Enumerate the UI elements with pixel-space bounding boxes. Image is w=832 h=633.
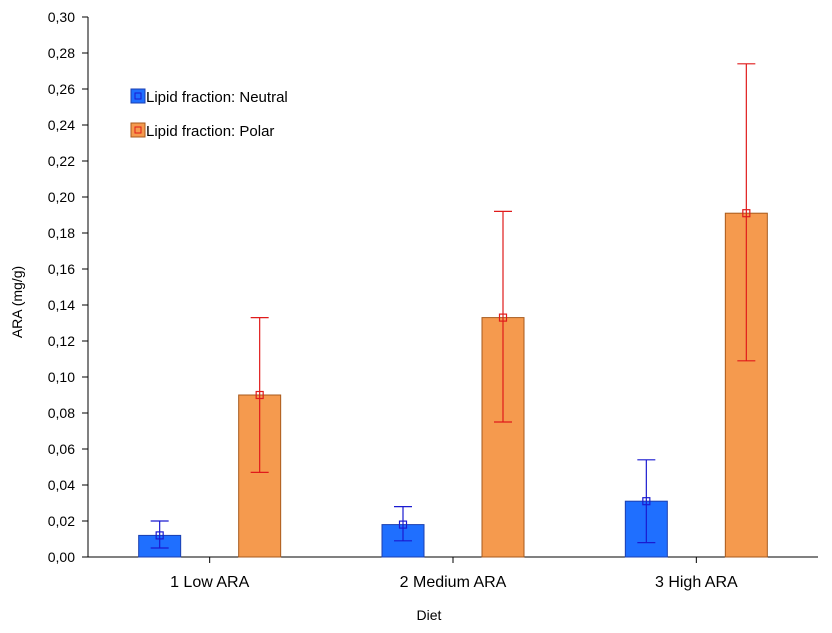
legend-swatch-neutral bbox=[130, 88, 146, 104]
mean-marker bbox=[155, 531, 164, 540]
mean-marker bbox=[398, 520, 408, 529]
x-tick-label: 2 Medium ARA bbox=[400, 574, 507, 591]
legend-swatch-polar bbox=[130, 122, 146, 138]
x-tick-label: 3 High ARA bbox=[655, 574, 738, 591]
x-axis-title: Diet bbox=[417, 607, 442, 623]
y-tick-label: 0,22 bbox=[48, 153, 75, 169]
mean-marker bbox=[642, 497, 651, 506]
legend-label: Lipid fraction: Polar bbox=[146, 123, 274, 140]
y-tick-label: 0,00 bbox=[48, 549, 75, 565]
legend-marker-icon bbox=[134, 92, 142, 100]
y-tick-label: 0,08 bbox=[48, 405, 75, 421]
y-tick-label: 0,10 bbox=[48, 369, 75, 385]
y-tick-label: 0,04 bbox=[48, 477, 75, 493]
y-tick-label: 0,20 bbox=[48, 189, 75, 205]
y-tick-label: 0,12 bbox=[48, 333, 75, 349]
y-tick-label: 0,14 bbox=[48, 297, 75, 313]
legend-marker-icon bbox=[134, 126, 142, 134]
y-tick-label: 0,02 bbox=[48, 513, 75, 529]
mean-marker bbox=[498, 313, 508, 322]
y-tick-label: 0,18 bbox=[48, 225, 75, 241]
y-axis-title: ARA (mg/g) bbox=[9, 266, 25, 338]
mean-marker bbox=[255, 390, 264, 400]
y-tick-label: 0,16 bbox=[48, 261, 75, 277]
x-tick-label: 1 Low ARA bbox=[170, 574, 249, 591]
y-tick-label: 0,30 bbox=[48, 9, 75, 25]
legend-label: Lipid fraction: Neutral bbox=[146, 89, 288, 106]
mean-marker bbox=[742, 209, 751, 218]
y-tick-label: 0,06 bbox=[48, 441, 75, 457]
y-tick-label: 0,26 bbox=[48, 81, 75, 97]
y-tick-label: 0,28 bbox=[48, 45, 75, 61]
y-tick-label: 0,24 bbox=[48, 117, 75, 133]
